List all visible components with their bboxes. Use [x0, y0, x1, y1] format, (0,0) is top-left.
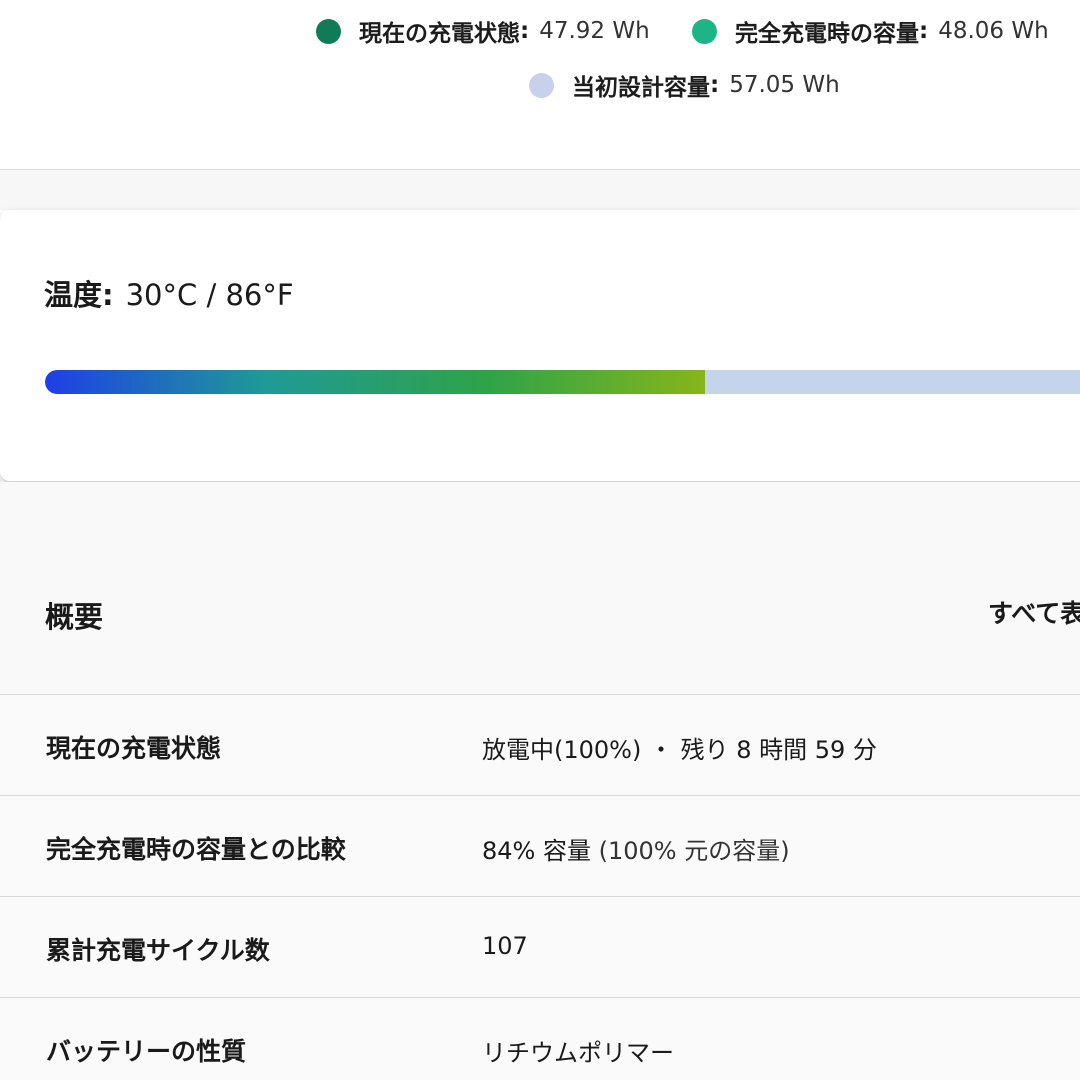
legend-value: 47.92 Wh: [539, 18, 650, 44]
row-value-main: 84% 容量: [482, 837, 591, 865]
row-label: 現在の充電状態: [46, 734, 222, 763]
show-all-link[interactable]: すべて表: [988, 599, 1080, 628]
legend-value: 57.05 Wh: [729, 72, 840, 98]
summary-header: 概要 すべて表: [0, 482, 1080, 694]
legend-label: 完全充電時の容量: [735, 21, 919, 47]
row-label: 累計充電サイクル数: [46, 936, 270, 965]
summary-row-cycle-count: 累計充電サイクル数 107: [0, 896, 1080, 997]
legend-item-current-charge: 現在の充電状態 : 47.92 Wh: [316, 14, 650, 48]
legend-dot-icon: [529, 72, 554, 98]
summary-section: 概要 すべて表 現在の充電状態 放電中(100%) ・ 残り 8 時間 59 分…: [0, 482, 1080, 1080]
capacity-legend-card: 現在の充電状態 : 47.92 Wh 完全充電時の容量 : 48.06 Wh 当…: [0, 0, 1080, 170]
temperature-bar: [45, 370, 1080, 394]
summary-title: 概要: [45, 600, 104, 634]
legend-value: 48.06 Wh: [938, 18, 1049, 44]
row-value-secondary: (100% 元の容量): [598, 837, 790, 865]
row-value: リチウムポリマー: [482, 1039, 674, 1067]
summary-row-battery-chemistry: バッテリーの性質 リチウムポリマー: [0, 997, 1080, 1080]
legend-separator: :: [520, 18, 530, 44]
temperature-label: 温度:: [44, 278, 114, 312]
temperature-heading: 温度: 30°C / 86°F: [44, 272, 294, 314]
row-label: バッテリーの性質: [46, 1037, 247, 1066]
legend-separator: :: [919, 18, 929, 44]
row-value: 放電中(100%) ・ 残り 8 時間 59 分: [482, 736, 877, 764]
legend-label: 現在の充電状態: [359, 21, 520, 47]
summary-list: 現在の充電状態 放電中(100%) ・ 残り 8 時間 59 分 完全充電時の容…: [0, 694, 1080, 1080]
legend-separator: :: [710, 72, 720, 98]
row-label: 完全充電時の容量との比較: [46, 835, 346, 864]
temperature-bar-fill: [45, 370, 706, 394]
legend-item-design-capacity: 当初設計容量 : 57.05 Wh: [529, 68, 840, 102]
section-gap: [0, 170, 1080, 210]
row-value: 107: [482, 932, 528, 960]
temperature-value: 30°C / 86°F: [125, 278, 294, 312]
legend-dot-icon: [692, 18, 717, 44]
summary-row-capacity-comparison: 完全充電時の容量との比較 84% 容量 (100% 元の容量): [0, 795, 1080, 896]
legend-item-full-charge-capacity: 完全充電時の容量 : 48.06 Wh: [692, 14, 1049, 48]
legend-label: 当初設計容量: [572, 75, 710, 101]
row-value: 84% 容量 (100% 元の容量): [482, 831, 790, 866]
legend-dot-icon: [316, 18, 341, 44]
summary-row-current-charge: 現在の充電状態 放電中(100%) ・ 残り 8 時間 59 分: [0, 694, 1080, 795]
temperature-card: 温度: 30°C / 86°F: [0, 210, 1080, 482]
